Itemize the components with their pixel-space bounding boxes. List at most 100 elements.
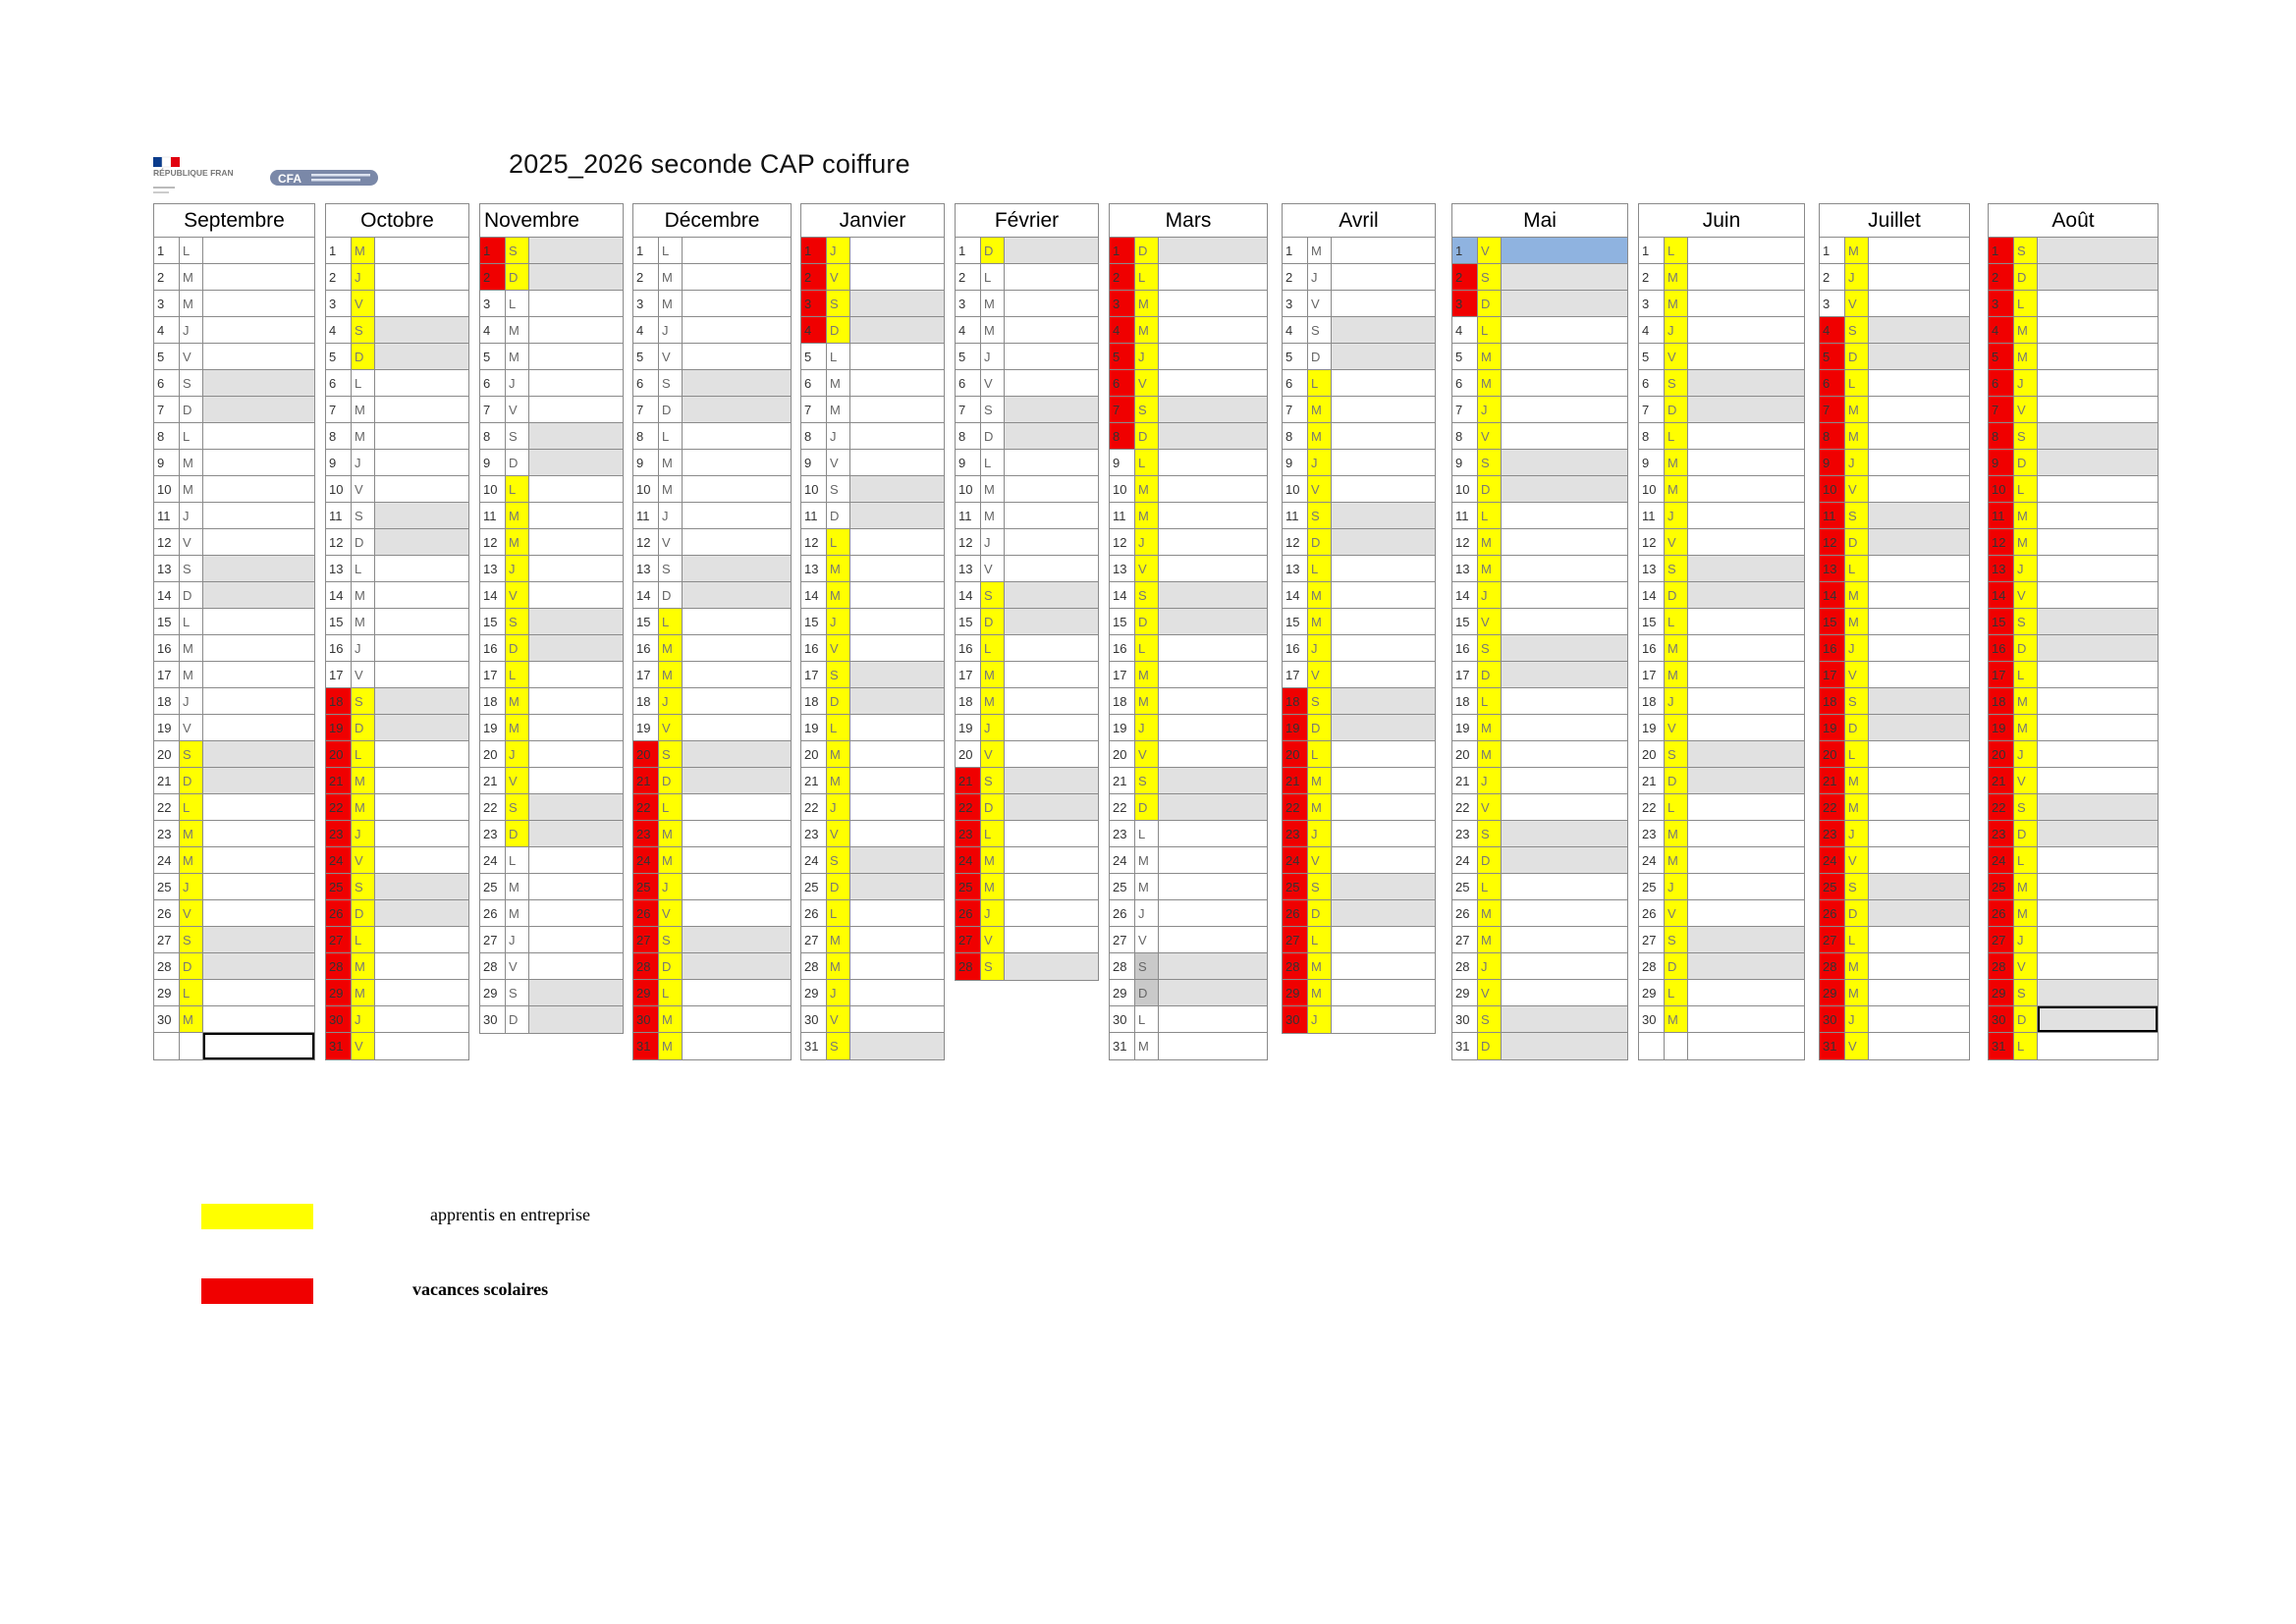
day-note-cell [683, 582, 791, 608]
day-number: 18 [1452, 688, 1478, 714]
day-note-cell [1502, 741, 1627, 767]
day-number: 3 [1283, 291, 1308, 316]
day-note-cell [1502, 662, 1627, 687]
day-letter: D [352, 900, 375, 926]
day-note-cell [529, 953, 623, 979]
day-note-cell [375, 874, 468, 899]
day-note-cell [1502, 370, 1627, 396]
day-note-cell [1332, 423, 1435, 449]
day-number: 28 [1639, 953, 1665, 979]
day-note-cell [375, 1033, 468, 1059]
day-note-cell [1502, 900, 1627, 926]
day-number: 23 [956, 821, 981, 846]
day-letter: L [1135, 635, 1159, 661]
day-note-cell [1332, 370, 1435, 396]
day-row: 17 M [956, 662, 1098, 688]
day-note-cell [683, 291, 791, 316]
day-note-cell [1159, 317, 1267, 343]
day-note-cell [1332, 715, 1435, 740]
day-letter: D [1478, 662, 1502, 687]
day-note-cell [2038, 953, 2158, 979]
day-letter: J [1478, 397, 1502, 422]
day-note-cell [1332, 264, 1435, 290]
day-note-cell [2038, 847, 2158, 873]
day-row: 31 V [1820, 1033, 1969, 1059]
day-note-cell [203, 370, 314, 396]
day-note-cell [1869, 291, 1969, 316]
day-letter: J [352, 821, 375, 846]
day-note-cell [375, 476, 468, 502]
day-letter: M [1665, 821, 1688, 846]
day-note-cell [203, 450, 314, 475]
day-letter: D [1478, 847, 1502, 873]
day-row: 25 S [326, 874, 468, 900]
day-row: 14 M [1283, 582, 1435, 609]
day-note-cell [1869, 344, 1969, 369]
day-note-cell [2038, 768, 2158, 793]
day-row [154, 1033, 314, 1059]
day-row: 11 D [801, 503, 944, 529]
day-row: 28 M [326, 953, 468, 980]
day-row: 13 S [154, 556, 314, 582]
day-letter: V [1478, 238, 1502, 263]
day-row: 29 D [1110, 980, 1267, 1006]
day-number: 4 [326, 317, 352, 343]
day-number: 25 [956, 874, 981, 899]
day-number: 15 [801, 609, 827, 634]
day-number: 23 [1639, 821, 1665, 846]
page-title: 2025_2026 seconde CAP coiffure [509, 149, 910, 179]
day-note-cell [683, 980, 791, 1005]
day-letter: S [1845, 317, 1869, 343]
day-letter: M [981, 874, 1005, 899]
day-note-cell [850, 768, 944, 793]
day-number: 28 [1283, 953, 1308, 979]
day-note-cell [529, 688, 623, 714]
day-letter: L [2014, 476, 2038, 502]
day-note-cell [1332, 821, 1435, 846]
day-note-cell [2038, 794, 2158, 820]
day-note-cell [1332, 238, 1435, 263]
day-number: 26 [1110, 900, 1135, 926]
day-number: 7 [1639, 397, 1665, 422]
day-letter: M [1845, 953, 1869, 979]
day-number: 3 [956, 291, 981, 316]
day-letter: V [659, 344, 683, 369]
day-note-cell [1159, 291, 1267, 316]
day-row: 11 J [154, 503, 314, 529]
day-note-cell [850, 423, 944, 449]
day-number: 17 [1283, 662, 1308, 687]
day-letter: J [1135, 344, 1159, 369]
day-note-cell [1005, 476, 1098, 502]
day-number: 11 [956, 503, 981, 528]
day-note-cell [1159, 1006, 1267, 1032]
day-row: 15 D [1110, 609, 1267, 635]
day-number: 14 [633, 582, 659, 608]
day-note-cell [1869, 317, 1969, 343]
day-number: 24 [326, 847, 352, 873]
day-row: 10 V [1820, 476, 1969, 503]
day-note-cell [375, 662, 468, 687]
day-letter: D [506, 450, 529, 475]
day-number: 14 [1989, 582, 2014, 608]
day-letter: M [1135, 688, 1159, 714]
day-row: 12 J [956, 529, 1098, 556]
day-row: 26 M [1452, 900, 1627, 927]
day-note-cell [850, 582, 944, 608]
day-note-cell [1502, 688, 1627, 714]
day-number: 27 [154, 927, 180, 952]
day-number: 15 [956, 609, 981, 634]
day-note-cell [1005, 503, 1098, 528]
day-number: 25 [326, 874, 352, 899]
day-note-cell [1159, 450, 1267, 475]
day-number: 26 [1639, 900, 1665, 926]
month-name: Février [956, 204, 1098, 238]
day-row: 23 D [480, 821, 623, 847]
month-janvier: Janvier 1 J 2 V 3 S 4 D 5 L 6 M 7 M 8 J 9 V 10 S 11 D 12 L 13 M 14 M… [800, 203, 945, 1060]
day-letter: S [2014, 238, 2038, 263]
day-number: 1 [480, 238, 506, 263]
